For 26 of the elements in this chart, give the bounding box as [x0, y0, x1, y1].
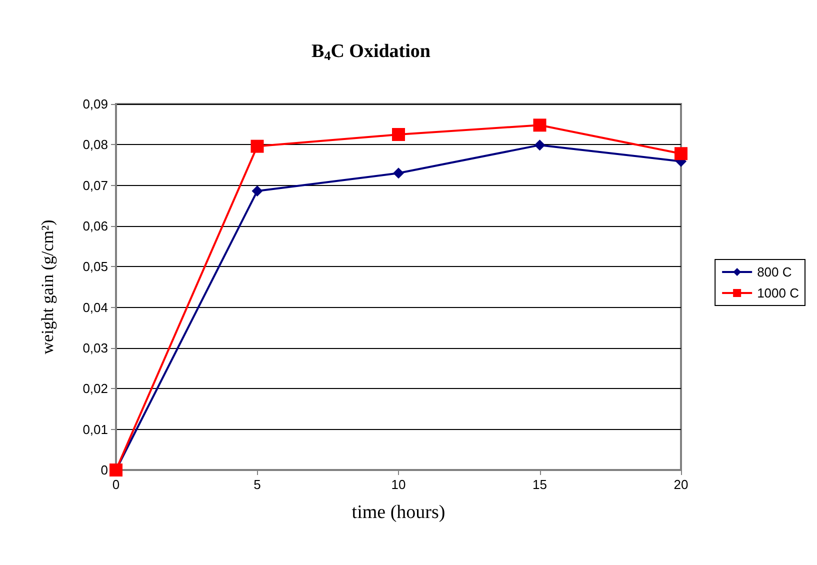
point [674, 147, 688, 160]
y-tick-label: 0 [100, 462, 108, 478]
point [252, 186, 263, 197]
y-tick-label: 0,04 [82, 300, 108, 315]
x-tick-label: 15 [532, 477, 547, 492]
point [393, 168, 404, 179]
point [392, 128, 405, 141]
point [250, 140, 264, 153]
y-tick-label: 0,05 [82, 259, 108, 274]
point [533, 118, 546, 132]
y-tick-label: 0,08 [82, 137, 108, 152]
y-tick-label: 0,07 [82, 178, 108, 193]
y-tick-label: 0,02 [82, 381, 108, 396]
y-tick-label: 0,03 [82, 340, 108, 356]
x-tick-label: 20 [674, 477, 688, 492]
x-tick-label: 5 [254, 477, 261, 492]
y-axis-title: weight gain (g/cm²) [38, 220, 57, 354]
y-tick-label: 0,09 [82, 96, 108, 112]
point [534, 140, 546, 151]
x-axis-title: time (hours) [352, 502, 446, 523]
x-tick-label: 0 [112, 477, 120, 492]
y-tick-label: 0,06 [82, 218, 108, 234]
legend-label: 800 C [757, 264, 792, 280]
legend-label: 1000 C [757, 286, 799, 300]
x-tick-label: 10 [391, 477, 406, 492]
y-tick-label: 0,01 [82, 422, 108, 437]
